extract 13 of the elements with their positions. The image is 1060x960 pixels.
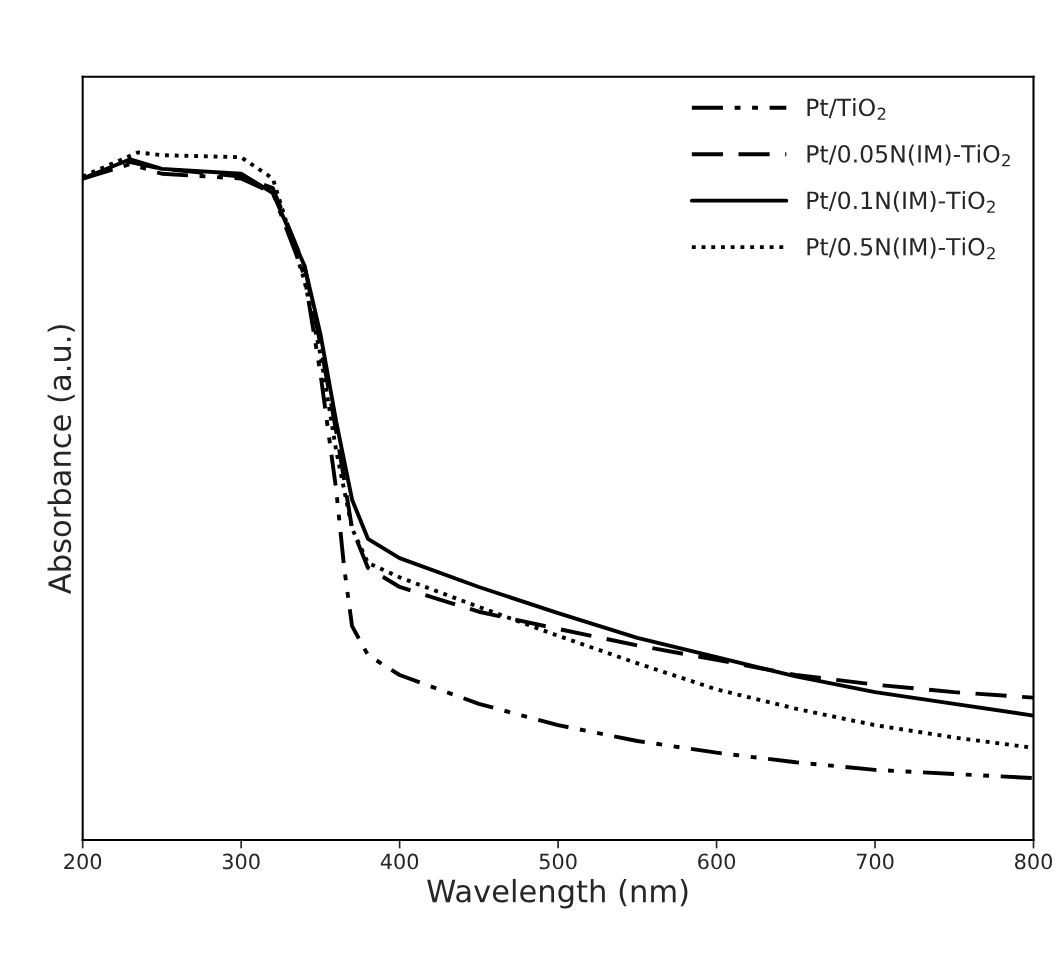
- y-axis-title: Absorbance (a.u.): [47, 325, 75, 594]
- x-tick-label: 700: [856, 853, 894, 870]
- x-tick-label: 800: [1015, 853, 1052, 870]
- x-tick-label: 400: [380, 853, 419, 870]
- x-tick-label: 500: [539, 853, 577, 870]
- legend-label: Pt/0.05N(IM)-TiO$_{2}$: [807, 144, 1010, 167]
- x-tick-label: 300: [222, 853, 260, 870]
- legend-label: Pt/0.5N(IM)-TiO$_{2}$: [807, 237, 995, 260]
- x-axis-title: Wavelength (nm): [427, 878, 688, 909]
- x-tick-label: 200: [64, 853, 102, 870]
- legend-label: Pt/TiO$_{2}$: [807, 98, 886, 120]
- legend-label: Pt/0.1N(IM)-TiO$_{2}$: [807, 190, 995, 213]
- x-tick-label: 600: [698, 853, 736, 870]
